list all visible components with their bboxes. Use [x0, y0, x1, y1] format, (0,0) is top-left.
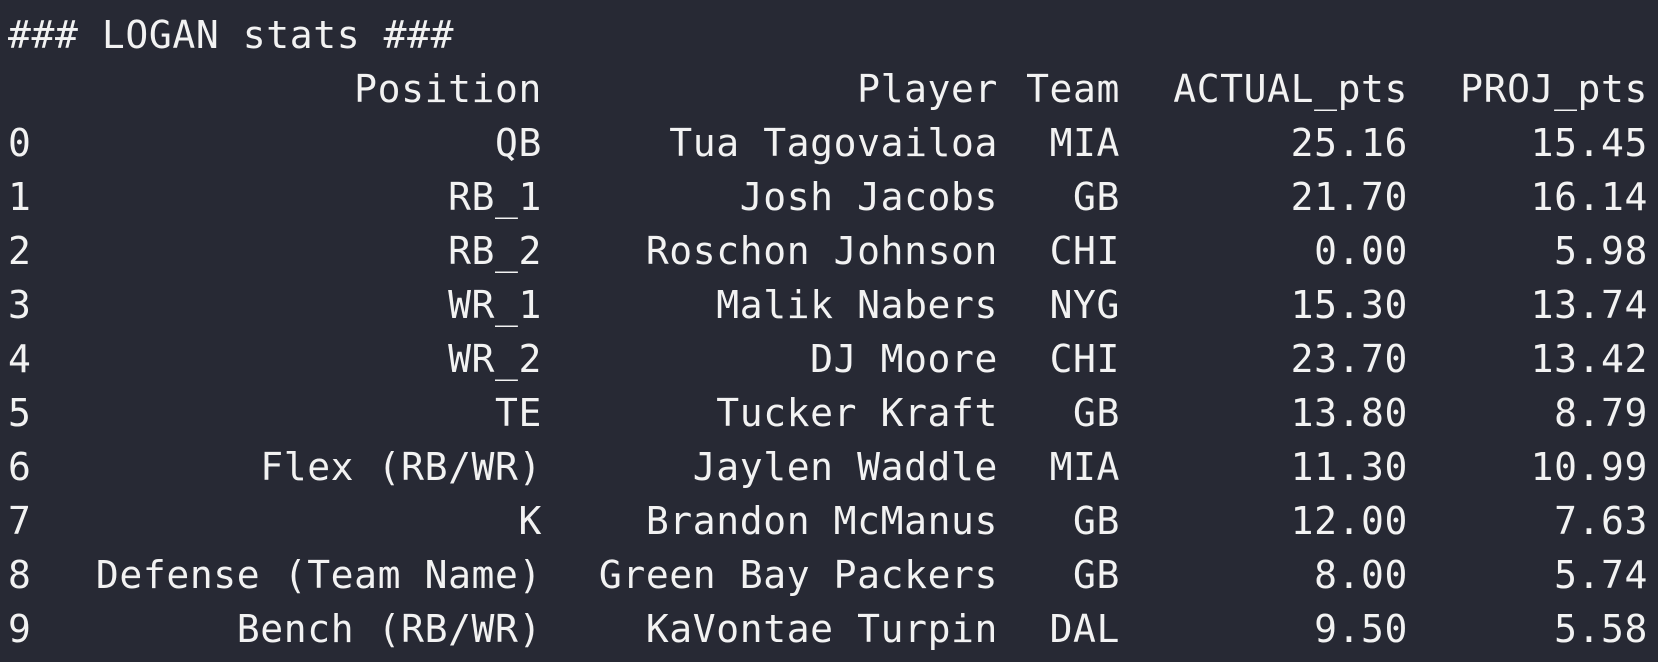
proj-pts-cell: 10.99 — [1530, 445, 1648, 489]
position-cell: RB_1 — [448, 175, 542, 219]
table-row: 1 RB_1 Josh Jacobs GB 21.70 16.14 — [8, 170, 1648, 224]
stats-table: Position Player Team ACTUAL_pts PROJ_pts… — [8, 62, 1648, 656]
actual-pts-cell: 9.50 — [1314, 607, 1408, 651]
column-header-position: Position — [354, 67, 542, 111]
table-row: 0 QB Tua Tagovailoa MIA 25.16 15.45 — [8, 116, 1648, 170]
actual-pts-cell: 12.00 — [1290, 499, 1408, 543]
column-header-index — [8, 62, 68, 116]
team-cell: CHI — [1049, 229, 1120, 273]
row-index: 7 — [8, 499, 32, 543]
proj-pts-cell: 13.74 — [1530, 283, 1648, 327]
table-row: 8 Defense (Team Name) Green Bay Packers … — [8, 548, 1648, 602]
table-row: 4 WR_2 DJ Moore CHI 23.70 13.42 — [8, 332, 1648, 386]
column-header-player: Player — [857, 67, 998, 111]
position-cell: WR_1 — [448, 283, 542, 327]
actual-pts-cell: 21.70 — [1290, 175, 1408, 219]
player-cell: Tua Tagovailoa — [669, 121, 998, 165]
row-index: 1 — [8, 175, 32, 219]
table-header-row: Position Player Team ACTUAL_pts PROJ_pts — [8, 62, 1648, 116]
position-cell: Defense (Team Name) — [95, 553, 542, 597]
column-header-team: Team — [1026, 67, 1120, 111]
row-index: 6 — [8, 445, 32, 489]
row-index: 3 — [8, 283, 32, 327]
table-row: 6 Flex (RB/WR) Jaylen Waddle MIA 11.30 1… — [8, 440, 1648, 494]
team-cell: NYG — [1049, 283, 1120, 327]
player-cell: Brandon McManus — [645, 499, 998, 543]
proj-pts-cell: 5.58 — [1554, 607, 1648, 651]
actual-pts-cell: 25.16 — [1290, 121, 1408, 165]
proj-pts-cell: 15.45 — [1530, 121, 1648, 165]
team-cell: GB — [1073, 553, 1120, 597]
stats-title: ### LOGAN stats ### — [8, 13, 455, 57]
table-row: 5 TE Tucker Kraft GB 13.80 8.79 — [8, 386, 1648, 440]
row-index: 9 — [8, 607, 32, 651]
player-cell: Josh Jacobs — [739, 175, 998, 219]
proj-pts-cell: 8.79 — [1554, 391, 1648, 435]
table-row: 7 K Brandon McManus GB 12.00 7.63 — [8, 494, 1648, 548]
player-cell: Malik Nabers — [716, 283, 998, 327]
team-cell: GB — [1073, 499, 1120, 543]
position-cell: WR_2 — [448, 337, 542, 381]
row-index: 8 — [8, 553, 32, 597]
table-row: 9 Bench (RB/WR) KaVontae Turpin DAL 9.50… — [8, 602, 1648, 656]
proj-pts-cell: 16.14 — [1530, 175, 1648, 219]
row-index: 0 — [8, 121, 32, 165]
position-cell: Flex (RB/WR) — [260, 445, 542, 489]
position-cell: RB_2 — [448, 229, 542, 273]
position-cell: K — [518, 499, 542, 543]
position-cell: Bench (RB/WR) — [236, 607, 542, 651]
actual-pts-cell: 8.00 — [1314, 553, 1408, 597]
player-cell: Tucker Kraft — [716, 391, 998, 435]
row-index: 2 — [8, 229, 32, 273]
position-cell: TE — [495, 391, 542, 435]
actual-pts-cell: 15.30 — [1290, 283, 1408, 327]
column-header-actual-pts: ACTUAL_pts — [1173, 67, 1408, 111]
actual-pts-cell: 11.30 — [1290, 445, 1408, 489]
proj-pts-cell: 7.63 — [1554, 499, 1648, 543]
actual-pts-cell: 13.80 — [1290, 391, 1408, 435]
table-row: 2 RB_2 Roschon Johnson CHI 0.00 5.98 — [8, 224, 1648, 278]
proj-pts-cell: 13.42 — [1530, 337, 1648, 381]
team-cell: GB — [1073, 175, 1120, 219]
player-cell: Green Bay Packers — [598, 553, 998, 597]
player-cell: Jaylen Waddle — [692, 445, 998, 489]
table-row: 3 WR_1 Malik Nabers NYG 15.30 13.74 — [8, 278, 1648, 332]
proj-pts-cell: 5.98 — [1554, 229, 1648, 273]
player-cell: Roschon Johnson — [645, 229, 998, 273]
row-index: 4 — [8, 337, 32, 381]
team-cell: GB — [1073, 391, 1120, 435]
team-cell: MIA — [1049, 121, 1120, 165]
column-header-proj-pts: PROJ_pts — [1460, 67, 1648, 111]
row-index: 5 — [8, 391, 32, 435]
actual-pts-cell: 23.70 — [1290, 337, 1408, 381]
position-cell: QB — [495, 121, 542, 165]
proj-pts-cell: 5.74 — [1554, 553, 1648, 597]
team-cell: CHI — [1049, 337, 1120, 381]
team-cell: DAL — [1049, 607, 1120, 651]
player-cell: DJ Moore — [810, 337, 998, 381]
actual-pts-cell: 0.00 — [1314, 229, 1408, 273]
player-cell: KaVontae Turpin — [645, 607, 998, 651]
team-cell: MIA — [1049, 445, 1120, 489]
